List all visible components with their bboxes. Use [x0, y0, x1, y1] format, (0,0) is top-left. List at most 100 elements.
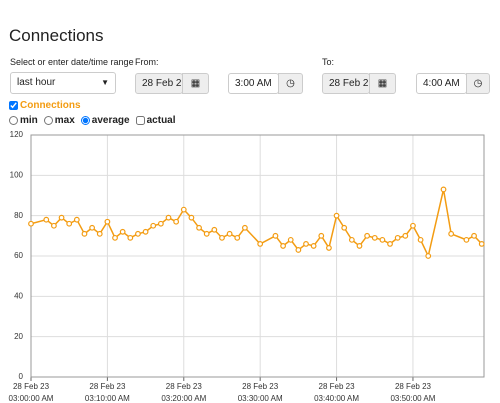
y-tick-label: 60 [14, 251, 23, 260]
data-point [43, 216, 50, 223]
clock-button[interactable]: ◷ [466, 73, 490, 94]
data-point [119, 228, 126, 235]
range-value: last hour [17, 77, 56, 88]
x-tick-label: 03:00:00 AM [9, 394, 54, 403]
data-point [425, 253, 432, 259]
data-point [341, 224, 348, 231]
data-point [135, 230, 141, 237]
data-point [211, 226, 218, 233]
data-point [410, 222, 416, 229]
option-input[interactable] [80, 116, 90, 125]
data-point [142, 228, 149, 235]
x-tick-label: 28 Feb 23 [166, 382, 203, 391]
dropdown-arrow: ▼ [101, 78, 109, 87]
option-input[interactable] [43, 116, 53, 125]
data-point [478, 240, 485, 247]
x-tick-label: 28 Feb 23 [242, 382, 279, 391]
data-point [241, 224, 248, 231]
option-label: min [20, 115, 38, 126]
x-tick-label: 03:10:00 AM [85, 394, 130, 403]
data-point [51, 222, 57, 229]
option-input[interactable] [9, 116, 18, 125]
data-point [402, 232, 409, 239]
data-point [280, 243, 286, 249]
page-title: Connections [9, 26, 104, 45]
option-label: max [54, 115, 75, 126]
option[interactable]: average [80, 115, 130, 126]
y-tick-label: 120 [10, 130, 24, 139]
x-tick-label: 28 Feb 23 [319, 382, 356, 391]
data-point [219, 234, 225, 241]
y-tick-label: 40 [14, 291, 23, 300]
data-point [150, 222, 157, 229]
data-point [348, 236, 355, 243]
data-point [157, 220, 164, 227]
data-point [112, 234, 118, 241]
data-point [58, 214, 65, 221]
data-point [295, 247, 302, 253]
x-tick-label: 03:20:00 AM [161, 394, 206, 403]
data-point [394, 234, 401, 241]
data-point [448, 230, 455, 237]
x-tick-label: 03:40:00 AM [314, 394, 359, 403]
y-tick-label: 0 [19, 372, 24, 381]
data-point [272, 232, 279, 239]
data-point [73, 216, 80, 223]
data-point [303, 240, 309, 247]
calendar-button[interactable]: ▦ [369, 73, 396, 94]
series-line [30, 189, 483, 259]
data-point [257, 240, 264, 247]
series-label: Connections [20, 100, 81, 111]
data-point [104, 218, 111, 225]
range-label: Select or enter date/time range [10, 57, 134, 67]
y-tick-label: 20 [14, 332, 23, 341]
option[interactable]: actual [135, 115, 176, 126]
calendar-button[interactable]: ▦ [182, 73, 209, 94]
data-point [96, 230, 103, 237]
to-time[interactable]: 4:00 AM [416, 73, 467, 94]
range-select[interactable]: last hour ▼ [10, 72, 116, 94]
data-point [66, 220, 73, 227]
data-point [471, 232, 477, 239]
to-label: To: [322, 57, 335, 67]
to-date[interactable]: 28 Feb 2 [322, 73, 370, 94]
data-point [379, 236, 386, 243]
data-point [356, 243, 363, 249]
data-point [196, 224, 202, 231]
data-point [417, 236, 424, 243]
data-point [440, 186, 447, 193]
y-tick-label: 80 [14, 211, 23, 220]
data-point [318, 232, 325, 239]
clock-button[interactable]: ◷ [278, 73, 303, 94]
option[interactable]: min [9, 115, 38, 126]
data-point [127, 234, 134, 241]
chart: 0 20 40 60 80 100 120 28 Feb 23 03:00:00 AM 28 Fe… [9, 130, 485, 403]
data-point [333, 212, 340, 219]
x-tick-label: 28 Feb 23 [13, 382, 50, 391]
option[interactable]: max [43, 115, 75, 126]
data-point [226, 230, 233, 237]
data-point [173, 218, 180, 225]
from-label: From: [135, 57, 159, 67]
series-checkbox[interactable] [9, 101, 18, 110]
option-label: actual [146, 115, 176, 126]
data-point [180, 206, 187, 213]
data-point [463, 236, 470, 243]
data-point [387, 240, 393, 247]
data-point [165, 214, 172, 221]
data-point [371, 234, 378, 241]
x-tick-label: 03:50:00 AM [390, 394, 435, 403]
from-time[interactable]: 3:00 AM [228, 73, 279, 94]
option-input[interactable] [135, 116, 145, 125]
data-point [28, 220, 34, 227]
data-point [364, 232, 371, 239]
x-tick-label: 28 Feb 23 [395, 382, 432, 391]
data-point [89, 224, 96, 231]
x-tick-label: 28 Feb 23 [89, 382, 126, 391]
data-point [81, 230, 88, 237]
series-toggle: Connections [9, 100, 81, 111]
data-point [326, 245, 332, 251]
y-tick-label: 100 [10, 170, 24, 179]
from-date[interactable]: 28 Feb 2 [135, 73, 183, 94]
